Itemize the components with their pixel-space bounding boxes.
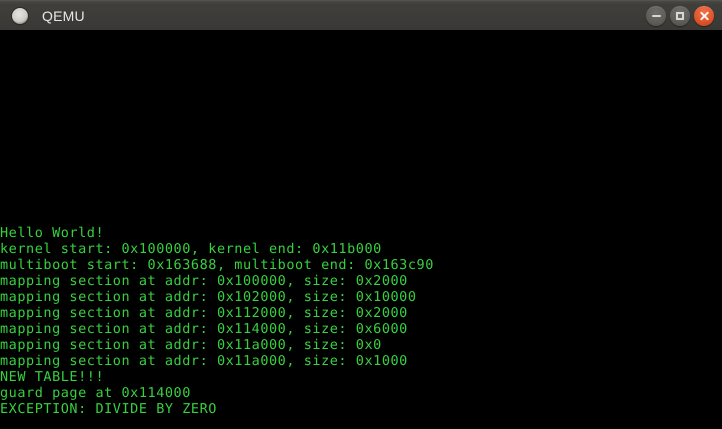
console-line: guard page at 0x114000 xyxy=(0,385,191,401)
vm-display[interactable]: Hello World! kernel start: 0x100000, ker… xyxy=(0,30,722,429)
console-line: kernel start: 0x100000, kernel end: 0x11… xyxy=(0,241,382,257)
window-titlebar[interactable]: QEMU xyxy=(0,0,722,30)
serial-console[interactable]: Hello World! kernel start: 0x100000, ker… xyxy=(0,30,722,429)
console-output: Hello World! kernel start: 0x100000, ker… xyxy=(0,225,722,417)
console-line: mapping section at addr: 0x11a000, size:… xyxy=(0,353,408,369)
console-line: multiboot start: 0x163688, multiboot end… xyxy=(0,257,434,273)
close-button[interactable] xyxy=(694,6,714,26)
console-line: EXCEPTION: DIVIDE BY ZERO xyxy=(0,401,217,417)
minimize-button[interactable] xyxy=(646,6,666,26)
console-line: NEW TABLE!!! xyxy=(0,369,105,385)
console-line: mapping section at addr: 0x114000, size:… xyxy=(0,321,408,337)
console-line: mapping section at addr: 0x100000, size:… xyxy=(0,273,408,289)
qemu-circle-icon xyxy=(12,7,28,24)
close-icon xyxy=(699,11,710,22)
console-line: mapping section at addr: 0x102000, size:… xyxy=(0,289,417,305)
minimize-icon xyxy=(651,15,661,17)
window-controls xyxy=(646,1,714,31)
maximize-button[interactable] xyxy=(670,6,690,26)
maximize-icon xyxy=(676,12,684,20)
console-line: mapping section at addr: 0x11a000, size:… xyxy=(0,337,382,353)
window-title: QEMU xyxy=(42,7,85,24)
console-line: Hello World! xyxy=(0,225,105,241)
console-line: mapping section at addr: 0x112000, size:… xyxy=(0,305,408,321)
